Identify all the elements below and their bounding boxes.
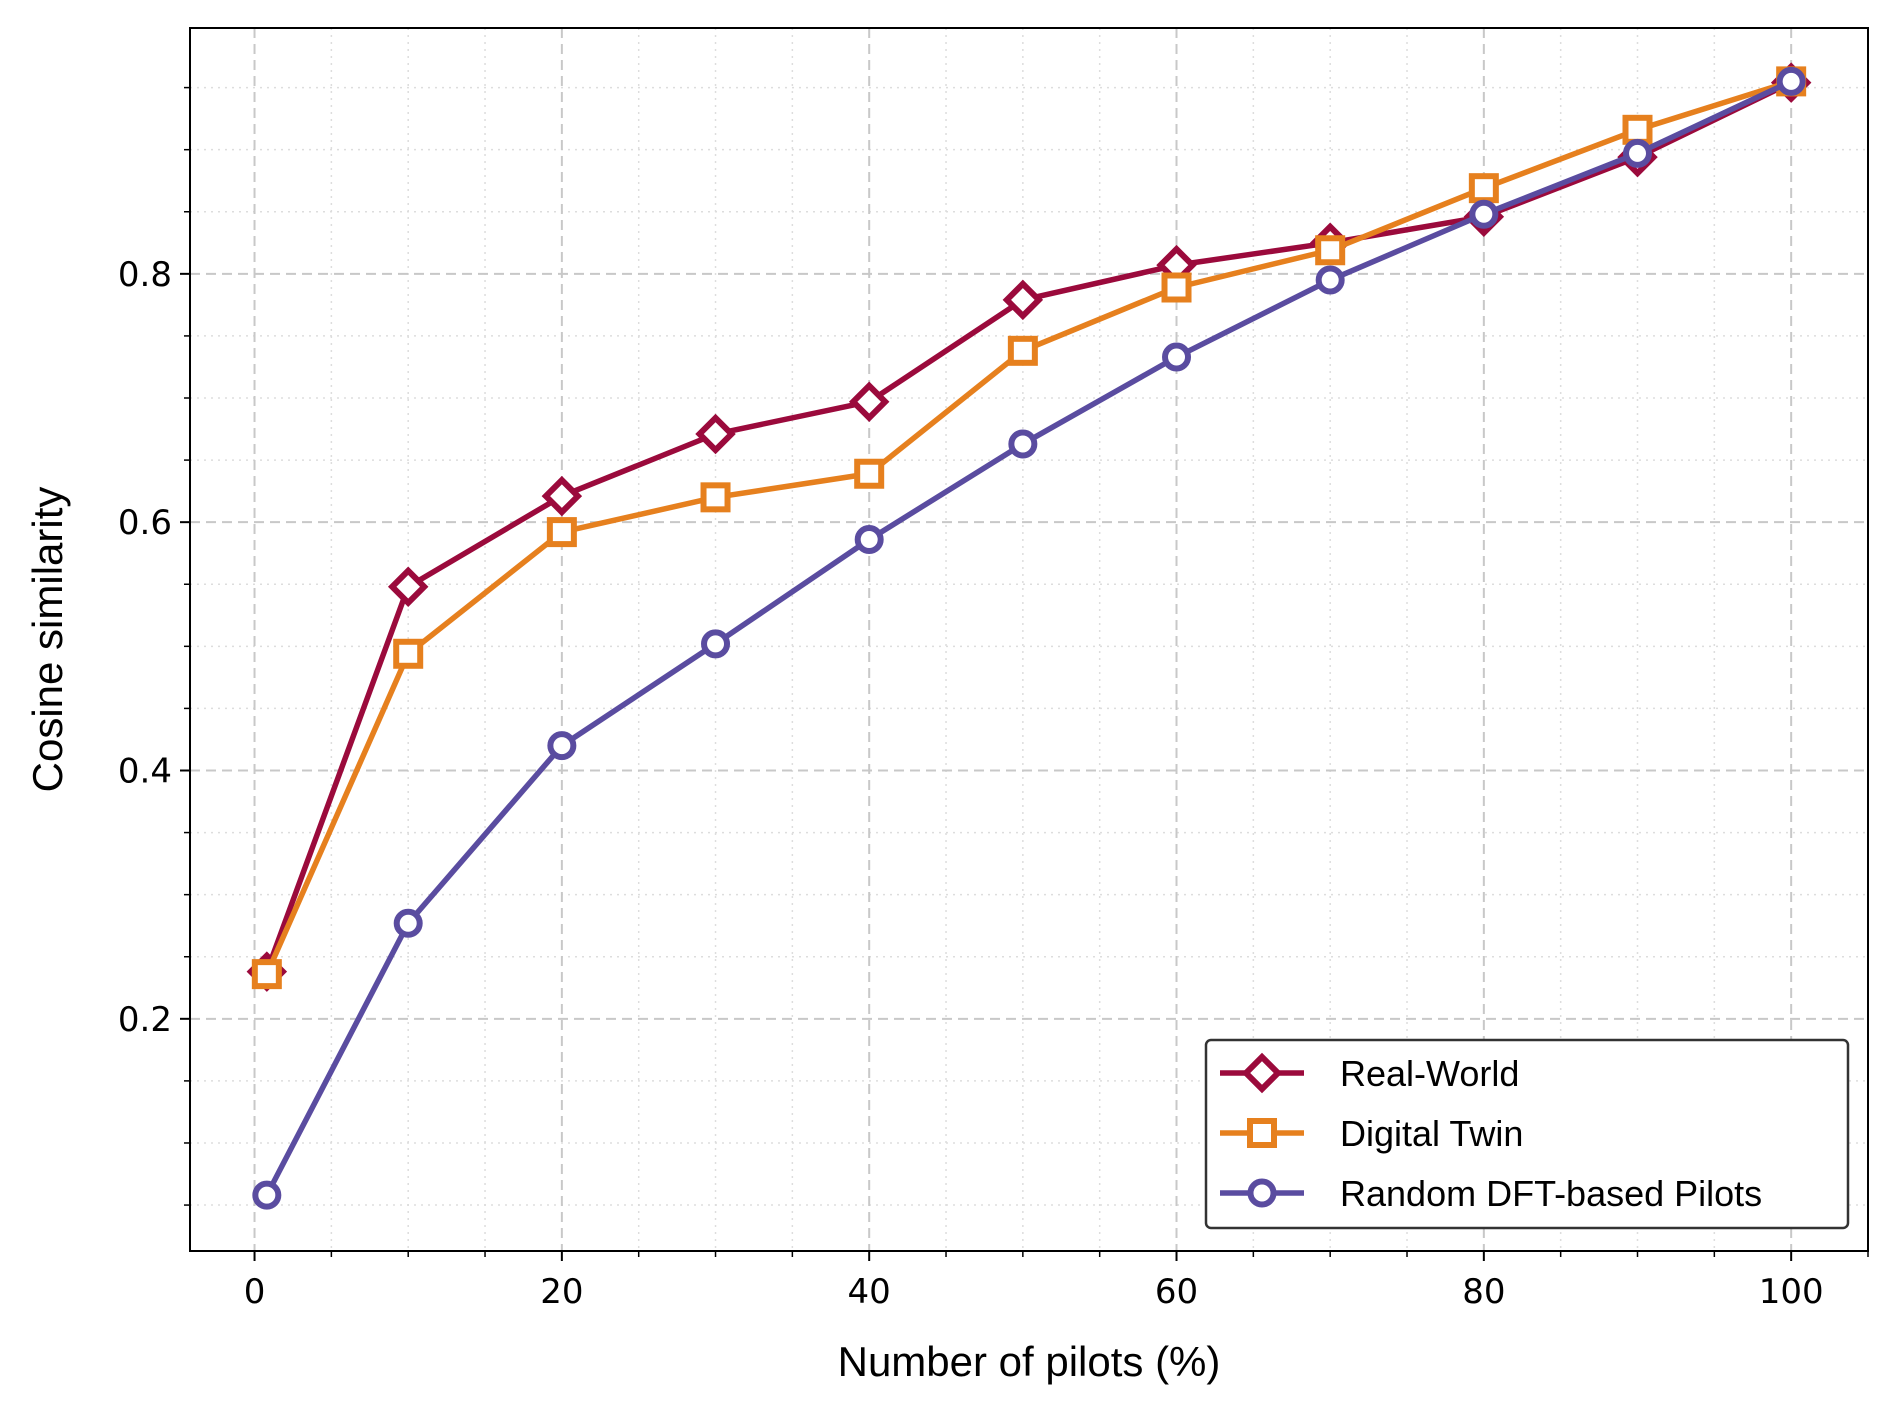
legend-item: Real-World — [1220, 1052, 1519, 1094]
legend-label: Digital Twin — [1340, 1113, 1523, 1154]
tick-labels: 0 20 40 60 80 100 0.2 0.4 0.6 0.8 — [118, 255, 1824, 1312]
series-digital-twin — [251, 66, 1807, 990]
plot-frame — [189, 27, 1869, 1252]
data-point — [1468, 173, 1499, 204]
data-point — [387, 566, 429, 607]
x-tick-label: 40 — [848, 1272, 891, 1312]
x-tick-label: 100 — [1759, 1272, 1824, 1312]
data-point — [701, 629, 731, 659]
legend-marker — [1241, 1052, 1283, 1094]
data-point — [1315, 235, 1346, 266]
major-grid — [190, 28, 1868, 1251]
x-tick-label: 80 — [1462, 1272, 1505, 1312]
y-tick-label: 0.4 — [118, 751, 172, 791]
legend-item: Digital Twin — [1220, 1113, 1523, 1154]
data-point — [848, 381, 890, 422]
data-point — [251, 959, 282, 990]
data-point — [547, 731, 577, 761]
data-point — [393, 638, 424, 669]
series-random-dft-based-pilots — [252, 66, 1806, 1210]
legend: Real-World Digital Twin Random DFT-based P… — [1204, 1038, 1850, 1230]
data-point — [854, 525, 884, 555]
legend-marker — [1247, 1118, 1277, 1148]
data-point — [695, 413, 736, 455]
data-point — [1007, 335, 1038, 366]
legend-label: Real-World — [1340, 1053, 1519, 1094]
data-point — [1002, 279, 1044, 321]
legend-label: Random DFT-based Pilots — [1340, 1173, 1762, 1214]
y-tick-label: 0.6 — [118, 503, 172, 543]
x-tick-label: 0 — [244, 1272, 266, 1312]
legend-item: Random DFT-based Pilots — [1220, 1173, 1762, 1214]
y-tick-label: 0.2 — [118, 1000, 172, 1040]
axis-ticks — [180, 86, 1869, 1261]
x-axis-title: Number of pilots (%) — [838, 1338, 1221, 1385]
x-tick-label: 20 — [540, 1272, 583, 1312]
data-point — [1315, 265, 1345, 295]
data-point — [854, 458, 885, 489]
data-point — [252, 1180, 282, 1210]
y-tick-label: 0.8 — [118, 255, 172, 295]
plot-series — [246, 62, 1812, 1210]
data-point — [1008, 429, 1038, 459]
data-point — [1776, 66, 1806, 96]
data-point — [393, 908, 423, 938]
legend-box — [1204, 1038, 1850, 1230]
data-point — [1623, 138, 1653, 168]
data-point — [1469, 199, 1499, 229]
data-point — [541, 475, 583, 517]
data-point — [1161, 272, 1192, 303]
y-axis-title: Cosine similarity — [24, 487, 71, 793]
data-point — [1162, 342, 1192, 372]
x-tick-label: 60 — [1155, 1272, 1198, 1312]
data-point — [1622, 114, 1653, 145]
data-point — [546, 517, 577, 548]
data-point — [700, 482, 731, 513]
legend-marker — [1247, 1178, 1277, 1208]
